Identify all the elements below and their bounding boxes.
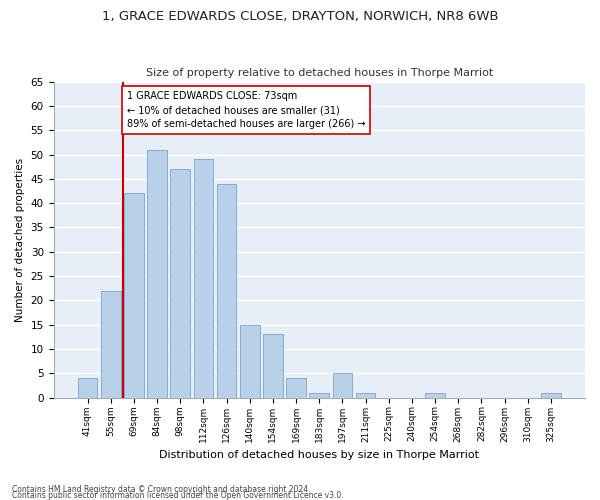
Bar xyxy=(77,378,97,398)
Bar xyxy=(356,393,376,398)
Title: Size of property relative to detached houses in Thorpe Marriot: Size of property relative to detached ho… xyxy=(146,68,493,78)
Y-axis label: Number of detached properties: Number of detached properties xyxy=(15,158,25,322)
Text: Contains HM Land Registry data © Crown copyright and database right 2024.: Contains HM Land Registry data © Crown c… xyxy=(12,486,311,494)
Text: 1 GRACE EDWARDS CLOSE: 73sqm
← 10% of detached houses are smaller (31)
89% of se: 1 GRACE EDWARDS CLOSE: 73sqm ← 10% of de… xyxy=(127,92,365,130)
Bar xyxy=(263,334,283,398)
Bar xyxy=(194,160,213,398)
Text: 1, GRACE EDWARDS CLOSE, DRAYTON, NORWICH, NR8 6WB: 1, GRACE EDWARDS CLOSE, DRAYTON, NORWICH… xyxy=(101,10,499,23)
X-axis label: Distribution of detached houses by size in Thorpe Marriot: Distribution of detached houses by size … xyxy=(159,450,479,460)
Bar xyxy=(147,150,167,398)
Bar xyxy=(286,378,306,398)
Bar xyxy=(101,290,121,398)
Bar xyxy=(425,393,445,398)
Bar xyxy=(541,393,561,398)
Bar xyxy=(332,374,352,398)
Bar xyxy=(170,169,190,398)
Bar xyxy=(217,184,236,398)
Bar xyxy=(124,194,144,398)
Text: Contains public sector information licensed under the Open Government Licence v3: Contains public sector information licen… xyxy=(12,492,344,500)
Bar xyxy=(310,393,329,398)
Bar xyxy=(240,324,260,398)
